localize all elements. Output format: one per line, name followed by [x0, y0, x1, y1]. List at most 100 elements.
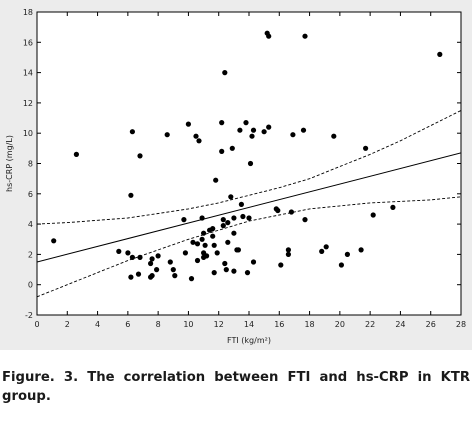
data-point [228, 194, 234, 200]
data-point [188, 276, 195, 282]
data-point [285, 251, 291, 257]
figure-caption: Figure. 3. The correlation between FTI a… [2, 370, 470, 404]
data-point [225, 220, 231, 226]
y-tick-label: 18 [23, 8, 33, 17]
data-point [261, 129, 267, 135]
data-point [363, 145, 369, 151]
data-point [243, 120, 249, 126]
data-point [238, 201, 244, 207]
data-point [223, 267, 229, 273]
data-point [219, 148, 225, 154]
data-point [246, 215, 252, 221]
data-point [288, 209, 294, 215]
data-point [193, 133, 199, 139]
x-tick-label: 2 [65, 320, 70, 329]
data-point [290, 132, 296, 138]
data-point [167, 259, 173, 265]
data-point [128, 192, 134, 198]
scatter-plot: 0 2 4 6 8 10 12 14 16 18 20 22 24 26 28-20246810121416… [5, 8, 466, 345]
data-point [185, 121, 191, 127]
x-axis-title: FTI (kg/m²) [227, 336, 271, 345]
x-tick-label: 24 [395, 320, 405, 329]
data-point [437, 51, 443, 58]
data-point [231, 268, 237, 274]
data-point [204, 253, 210, 259]
data-point [199, 215, 205, 221]
data-point [390, 204, 396, 210]
data-point [249, 133, 255, 139]
x-tick-label: 0 [34, 320, 39, 329]
data-point [240, 213, 246, 220]
data-point [219, 120, 225, 126]
data-point [181, 217, 187, 223]
data-point [116, 248, 122, 254]
confidence-band-lower [37, 196, 461, 298]
y-tick-label: 2 [28, 250, 33, 259]
regression-line [37, 152, 461, 263]
data-point [210, 233, 216, 239]
data-point [51, 238, 57, 244]
data-point [323, 244, 329, 250]
data-point [170, 267, 176, 273]
data-point [220, 223, 226, 229]
data-point [211, 270, 217, 276]
data-point [182, 250, 188, 256]
data-point [172, 273, 178, 279]
y-tick-label: 10 [23, 129, 33, 138]
data-point [214, 250, 220, 256]
data-point [73, 151, 79, 157]
data-point [201, 230, 207, 236]
data-point [148, 274, 154, 280]
data-point [125, 250, 131, 256]
data-point [137, 254, 143, 260]
x-tick-label: 22 [365, 320, 375, 329]
data-point [220, 217, 226, 223]
data-point [237, 127, 243, 133]
data-point [164, 132, 170, 138]
data-point [229, 145, 235, 151]
y-tick-label: 0 [28, 281, 33, 290]
data-point [194, 257, 201, 264]
x-tick-label: 14 [244, 320, 254, 329]
y-tick-label: 8 [28, 160, 33, 169]
x-tick-label: 26 [426, 320, 436, 329]
y-tick-label: 4 [28, 220, 33, 229]
data-point [148, 260, 154, 267]
data-point [210, 226, 216, 232]
data-point [370, 212, 376, 218]
data-point [196, 138, 202, 144]
data-point [250, 127, 257, 133]
data-point [285, 247, 291, 253]
y-tick-label: 14 [23, 69, 33, 78]
data-point [266, 124, 272, 130]
x-tick-label: 8 [156, 320, 161, 329]
data-point [155, 253, 161, 259]
data-point [275, 207, 281, 214]
data-point [331, 133, 337, 139]
data-point [300, 127, 307, 133]
y-tick-label: -2 [25, 311, 33, 320]
data-point [278, 262, 284, 268]
data-point [222, 70, 228, 76]
y-tick-label: 12 [23, 99, 33, 108]
y-axis-title: hs-CRP (mg/L) [5, 135, 14, 192]
data-point [154, 267, 160, 273]
confidence-band-upper [37, 110, 461, 225]
data-point [222, 260, 228, 267]
x-tick-label: 20 [335, 320, 345, 329]
figure-panel: 0 2 4 6 8 10 12 14 16 18 20 22 24 26 28 -2 0 2 4 6 8 10 12 14 16… [0, 0, 472, 350]
data-point [235, 247, 241, 253]
data-point [244, 270, 251, 276]
data-point [202, 242, 208, 248]
x-tick-label: 12 [214, 320, 224, 329]
data-point [231, 230, 237, 236]
x-tick-label: 4 [95, 320, 100, 329]
data-point [338, 262, 344, 268]
data-point [194, 241, 201, 247]
x-tick-label: 16 [274, 320, 284, 329]
data-point [149, 256, 155, 262]
data-point [225, 239, 231, 245]
data-point [231, 215, 237, 221]
data-point [199, 236, 205, 242]
data-point [358, 247, 364, 253]
